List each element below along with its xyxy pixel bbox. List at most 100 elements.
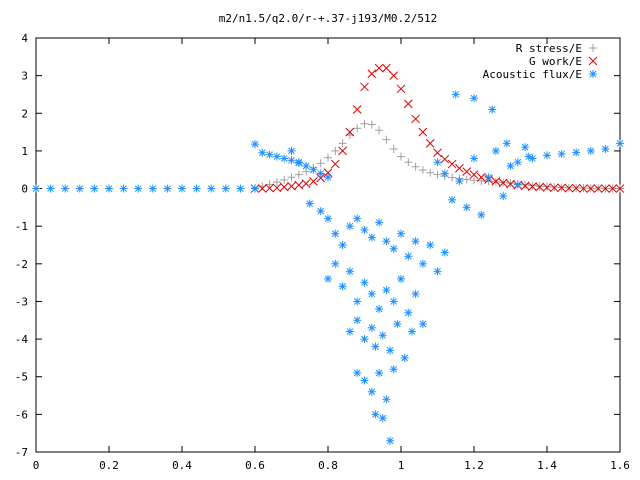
data-point (447, 159, 457, 169)
data-point (543, 182, 551, 191)
x-axis-ticks: 0 0.2 0.4 0.6 0.8 1 1.2 1.4 1.6 (33, 38, 630, 472)
data-point (418, 127, 428, 137)
data-point (75, 184, 84, 193)
data-point (148, 184, 157, 193)
data-point (375, 126, 384, 135)
data-point (360, 82, 369, 92)
data-point (272, 183, 282, 193)
data-point (192, 184, 201, 193)
data-point (280, 175, 289, 184)
data-point (382, 63, 391, 73)
data-point (360, 225, 369, 234)
chart-title: m2/n1.5/q2.0/r-+.37-j193/M0.2/512 (219, 12, 438, 25)
data-point (440, 248, 449, 257)
data-point (499, 192, 508, 201)
data-point (353, 297, 362, 306)
data-point (178, 184, 186, 193)
data-point (360, 119, 369, 128)
data-point (440, 154, 450, 164)
data-point (564, 183, 574, 193)
data-point (331, 146, 340, 155)
data-point (360, 376, 369, 385)
data-point (294, 180, 304, 190)
data-point (521, 143, 530, 152)
data-point (345, 127, 355, 137)
data-point (46, 184, 55, 193)
data-point (316, 173, 326, 183)
data-point (324, 214, 332, 223)
data-point (403, 99, 413, 109)
data-point (426, 241, 435, 249)
data-point (338, 241, 347, 249)
data-point (455, 177, 464, 186)
data-point (557, 183, 566, 193)
data-point (462, 175, 471, 184)
x-tick-label: 0.4 (172, 459, 192, 472)
data-point (469, 170, 479, 179)
data-point (389, 71, 399, 80)
data-point (418, 259, 427, 268)
data-point (338, 282, 347, 291)
data-point (345, 267, 354, 276)
series-2 (250, 63, 625, 193)
data-point (90, 184, 99, 193)
y-tick-label: -6 (15, 408, 28, 421)
data-point (572, 148, 581, 157)
x-tick-label: 1.2 (464, 459, 484, 472)
data-point (484, 173, 493, 182)
data-point (301, 179, 311, 189)
plot-frame (35, 37, 621, 453)
data-point (382, 395, 391, 404)
data-point (309, 165, 318, 174)
data-point (272, 152, 281, 161)
data-point (251, 140, 259, 149)
series-3 (32, 90, 624, 445)
data-point (586, 184, 596, 193)
data-point (418, 320, 427, 329)
data-point (593, 184, 603, 193)
data-point (455, 163, 464, 173)
data-point (498, 178, 508, 188)
data-point (345, 327, 354, 336)
x-tick-label: 0.6 (245, 459, 265, 472)
data-point (470, 176, 478, 185)
data-point (397, 152, 405, 161)
data-point (470, 154, 478, 163)
data-point (535, 182, 545, 192)
y-tick-label: 3 (21, 70, 28, 83)
data-point (506, 179, 515, 188)
data-point (32, 184, 40, 193)
data-point (550, 183, 559, 192)
data-point (375, 218, 384, 227)
data-point (207, 184, 216, 193)
data-point (557, 149, 566, 158)
data-point (491, 177, 501, 186)
data-point (411, 237, 420, 246)
legend-marker (589, 44, 597, 52)
data-point (338, 139, 347, 148)
data-point (371, 410, 380, 419)
data-point (360, 335, 369, 344)
x-tick-label: 0 (33, 459, 40, 472)
legend-label: Acoustic flux/E (483, 68, 582, 81)
data-point (404, 158, 413, 167)
data-point (407, 327, 416, 336)
data-point (316, 207, 325, 216)
data-point (287, 173, 296, 182)
data-point (393, 320, 402, 329)
y-tick-label: 0 (21, 183, 28, 196)
data-point (386, 436, 395, 445)
x-tick-label: 0.2 (99, 459, 119, 472)
data-point (425, 139, 435, 148)
y-tick-label: -4 (15, 333, 29, 346)
data-point (378, 414, 387, 423)
data-point (404, 308, 413, 317)
data-point (400, 353, 409, 362)
x-tick-label: 0.8 (318, 459, 338, 472)
data-point (462, 203, 471, 212)
data-point (367, 69, 377, 79)
data-point (528, 181, 537, 190)
data-point (513, 158, 522, 167)
data-point (258, 148, 267, 157)
